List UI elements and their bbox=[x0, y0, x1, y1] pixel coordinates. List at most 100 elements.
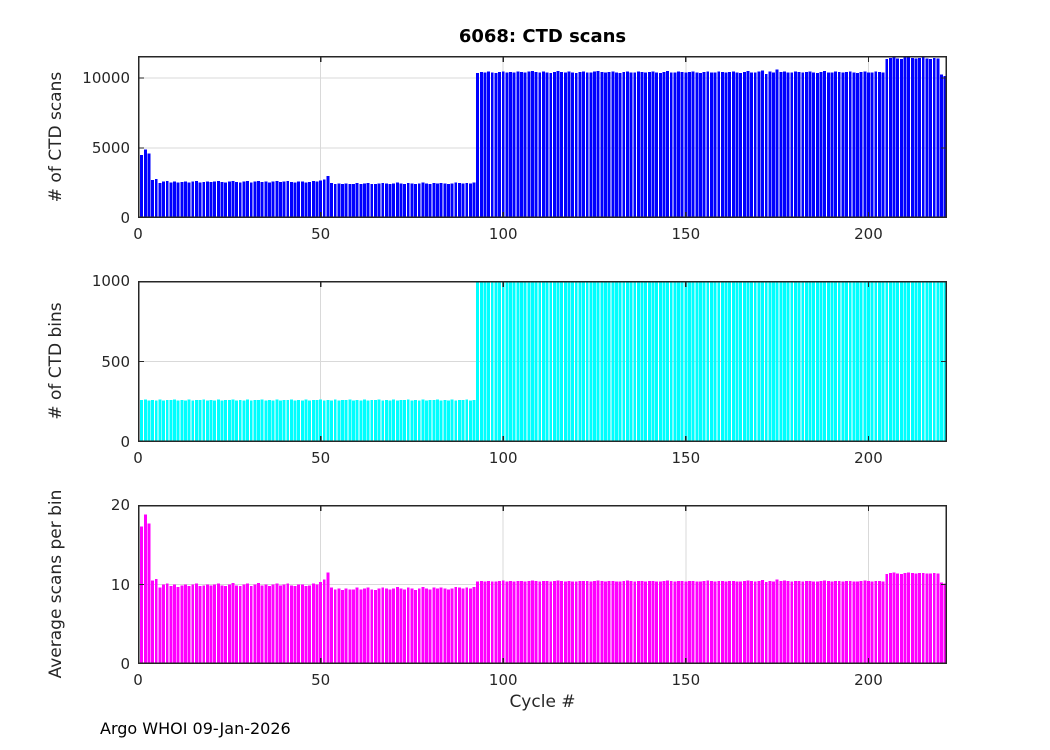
x-tick-label: 50 bbox=[311, 225, 331, 243]
bar bbox=[534, 581, 538, 664]
bar bbox=[541, 580, 545, 664]
bar bbox=[501, 71, 505, 218]
bar bbox=[341, 184, 344, 218]
bar bbox=[384, 183, 388, 218]
bar bbox=[457, 183, 461, 218]
bar bbox=[724, 281, 728, 442]
bar bbox=[786, 72, 790, 218]
bar bbox=[914, 281, 918, 442]
bar bbox=[388, 183, 392, 218]
bar bbox=[140, 526, 144, 664]
bar bbox=[311, 399, 315, 442]
bar bbox=[330, 183, 334, 218]
bar bbox=[509, 281, 512, 442]
bar bbox=[662, 71, 666, 218]
bar bbox=[399, 183, 403, 218]
bar bbox=[333, 589, 337, 664]
bar bbox=[154, 400, 158, 442]
bar bbox=[359, 400, 363, 442]
bar bbox=[713, 581, 717, 664]
bar bbox=[720, 281, 724, 442]
bar bbox=[428, 183, 432, 218]
bar bbox=[921, 57, 925, 218]
bar bbox=[604, 281, 607, 442]
bar bbox=[779, 581, 783, 664]
bar bbox=[384, 588, 388, 664]
bar bbox=[187, 586, 191, 664]
bar bbox=[713, 72, 717, 218]
bar bbox=[479, 281, 483, 442]
bar bbox=[830, 72, 834, 218]
bar bbox=[428, 399, 432, 442]
bar bbox=[399, 399, 403, 442]
bar bbox=[633, 281, 637, 442]
bar bbox=[837, 281, 841, 442]
bar bbox=[176, 586, 180, 664]
bar bbox=[753, 281, 757, 442]
bar bbox=[348, 399, 352, 442]
bar bbox=[929, 573, 933, 664]
bar bbox=[757, 580, 761, 664]
bar bbox=[655, 281, 659, 442]
bar bbox=[735, 581, 739, 664]
bar bbox=[691, 71, 695, 218]
bar bbox=[772, 581, 775, 664]
bar bbox=[322, 579, 326, 664]
bar bbox=[874, 71, 878, 218]
bar bbox=[289, 182, 293, 218]
bar bbox=[260, 182, 264, 218]
bar bbox=[625, 580, 629, 664]
bar bbox=[600, 581, 604, 664]
bar bbox=[490, 581, 494, 664]
bar bbox=[804, 281, 808, 442]
bar bbox=[706, 580, 710, 664]
bar bbox=[896, 58, 900, 218]
bar bbox=[428, 589, 432, 664]
bar bbox=[362, 183, 366, 218]
bar bbox=[187, 182, 191, 218]
bar bbox=[596, 281, 600, 442]
bar bbox=[706, 71, 710, 218]
bar bbox=[202, 399, 206, 442]
bar bbox=[611, 281, 615, 442]
bar bbox=[615, 72, 618, 218]
bar bbox=[706, 281, 710, 442]
bar bbox=[425, 183, 428, 218]
bar bbox=[607, 581, 611, 664]
bar bbox=[625, 281, 629, 442]
bar bbox=[337, 588, 341, 664]
bar bbox=[885, 59, 889, 219]
bar bbox=[815, 281, 819, 442]
x-tick-label: 100 bbox=[488, 671, 518, 689]
bar bbox=[509, 581, 512, 664]
bar bbox=[483, 581, 487, 664]
footer-caption: Argo WHOI 09-Jan-2026 bbox=[100, 719, 291, 738]
bar bbox=[815, 581, 819, 664]
bar bbox=[903, 572, 907, 664]
x-tick-label: 100 bbox=[488, 449, 518, 467]
bar bbox=[943, 583, 947, 664]
bar bbox=[713, 281, 717, 442]
bar bbox=[746, 71, 750, 218]
bar bbox=[472, 182, 476, 218]
bar bbox=[563, 72, 567, 218]
bar bbox=[224, 586, 228, 664]
bar bbox=[520, 72, 523, 218]
bar bbox=[684, 281, 688, 442]
x-tick-label: 150 bbox=[671, 449, 701, 467]
bar bbox=[764, 281, 768, 442]
bar bbox=[552, 71, 556, 218]
bar bbox=[344, 588, 348, 664]
bar bbox=[699, 581, 702, 664]
bar bbox=[151, 179, 155, 218]
bar bbox=[308, 585, 312, 664]
bar bbox=[903, 281, 907, 442]
bar bbox=[158, 587, 162, 664]
bar bbox=[344, 183, 348, 218]
bar bbox=[596, 70, 600, 219]
bar bbox=[319, 399, 323, 442]
bar bbox=[622, 581, 626, 664]
bar bbox=[297, 181, 301, 218]
bar bbox=[395, 182, 399, 218]
bar bbox=[395, 586, 399, 664]
